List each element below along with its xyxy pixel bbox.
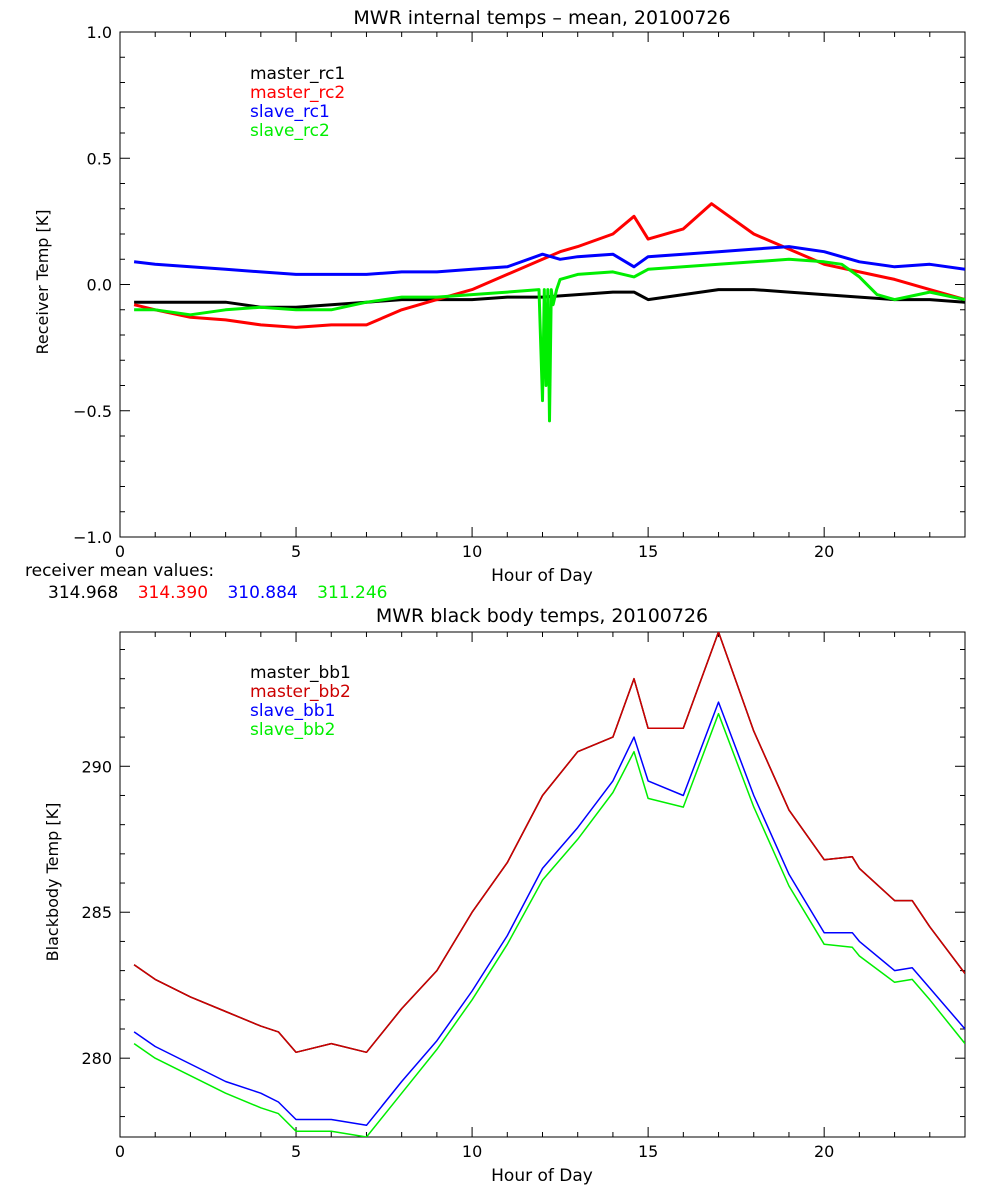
x-tick-label: 0	[115, 1142, 125, 1161]
x-tick-label: 20	[814, 1142, 834, 1161]
y-tick-label: 285	[81, 903, 112, 922]
x-tick-label: 5	[291, 1142, 301, 1161]
series-line-master-rc1	[134, 288, 965, 309]
y-tick-label: 0.5	[87, 149, 112, 168]
receiver-mean-values: 314.968 314.390 310.884 311.246	[48, 583, 401, 603]
x-tick-label: 10	[462, 1142, 482, 1161]
y-axis-label: Blackbody Temp [K]	[43, 803, 62, 962]
series-line-slave-bb1	[133, 701, 965, 1127]
mean-value-slave-rc1: 310.884	[227, 583, 298, 603]
x-tick-label: 20	[814, 542, 834, 561]
receiver-temps-chart: MWR internal temps – mean, 20100726 Rece…	[33, 7, 966, 586]
blackbody-temps-chart: MWR black body temps, 20100726 Blackbody…	[43, 605, 966, 1186]
y-tick-label: 280	[81, 1049, 112, 1068]
legend-entry-master-rc1: master_rc1	[250, 64, 345, 84]
legend-entry-master-bb1: master_bb1	[250, 663, 351, 683]
series-line-slave-rc1	[133, 245, 965, 276]
y-tick-label: 0.0	[87, 276, 112, 295]
y-tick-label: 1.0	[87, 23, 112, 42]
series-line-slave-bb2	[133, 712, 965, 1137]
x-tick-label: 5	[291, 542, 301, 561]
y-tick-label: 290	[81, 757, 112, 776]
chart-title: MWR black body temps, 20100726	[376, 605, 708, 627]
plot-frame	[119, 31, 966, 538]
x-axis-label: Hour of Day	[491, 566, 593, 586]
mean-value-master-rc2: 314.390	[137, 583, 209, 603]
receiver-mean-caption: receiver mean values:	[25, 561, 215, 581]
legend-entry-master-bb2: master_bb2	[250, 682, 351, 702]
x-tick-label: 10	[462, 542, 482, 561]
plot-frame	[119, 631, 966, 1138]
x-tick-label: 0	[115, 542, 125, 561]
x-tick-label: 15	[638, 1142, 658, 1161]
legend-entry-slave-rc2: slave_rc2	[250, 121, 330, 141]
mean-value-slave-rc2: 311.246	[317, 583, 388, 603]
series-line-master-rc2	[133, 202, 965, 329]
legend-entry-slave-bb1: slave_bb1	[250, 701, 335, 721]
legend-entry-slave-bb2: slave_bb2	[250, 720, 335, 740]
legend-entry-master-rc2: master_rc2	[250, 83, 345, 103]
x-tick-label: 15	[638, 542, 658, 561]
y-axis-label: Receiver Temp [K]	[33, 209, 52, 354]
series-line-master-bb2	[133, 632, 965, 1054]
series-line-slave-rc2	[134, 257, 965, 423]
mean-value-master-rc1: 314.968	[48, 583, 119, 603]
y-tick-label: −1.0	[73, 528, 112, 547]
chart-title: MWR internal temps – mean, 20100726	[353, 7, 730, 29]
y-tick-label: −0.5	[73, 402, 112, 421]
x-axis-label: Hour of Day	[491, 1166, 593, 1186]
legend-entry-slave-rc1: slave_rc1	[250, 102, 330, 122]
